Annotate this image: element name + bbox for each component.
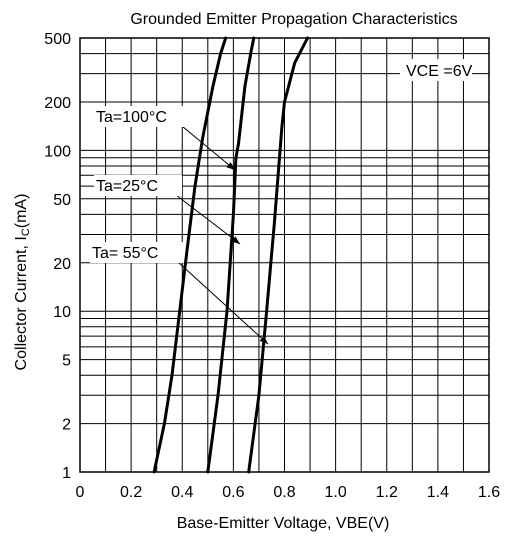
x-tick-label: 0.8 (273, 484, 295, 501)
leader-line (177, 261, 269, 345)
y-tick-label: 20 (53, 256, 71, 273)
x-axis-label: Base-Emitter Voltage, VBE(V) (177, 515, 390, 532)
vce-annotation-text: VCE =6V (406, 63, 473, 80)
series-labels: Ta=100°C Ta=25°C Ta= 55°C (90, 106, 188, 263)
x-tick-label: 0.2 (120, 484, 142, 501)
series-label-bg (90, 242, 184, 263)
x-tick-label: 1.2 (376, 484, 398, 501)
series-line-1 (206, 36, 256, 474)
y-tick-label: 1 (62, 465, 71, 482)
leader-arrowhead (231, 236, 240, 244)
y-tick-label: 5 (62, 353, 71, 370)
y-tick-label: 2 (62, 417, 71, 434)
y-tick-label: 50 (53, 192, 71, 209)
series-line-2 (247, 36, 309, 474)
x-tick-labels: 0 0.2 0.4 0.6 0.8 1.0 1.2 1.4 1.6 (76, 484, 501, 501)
series-label-bg (94, 175, 182, 196)
data-curves (152, 36, 309, 474)
x-tick-label: 0.6 (222, 484, 244, 501)
x-tick-label: 1.6 (478, 484, 500, 501)
y-axis-label-subscript: C (20, 228, 32, 236)
series-label-bg (94, 106, 188, 127)
series-label-1: Ta=25°C (96, 178, 158, 195)
annotation-leaders (175, 125, 269, 345)
y-tick-label: 200 (44, 95, 71, 112)
y-tick-label: 500 (44, 31, 71, 48)
leader-arrowhead (226, 162, 235, 170)
leader-line (181, 125, 236, 171)
series-label-0: Ta=100°C (96, 109, 167, 126)
series-line-0 (152, 36, 228, 474)
x-tick-label: 1.4 (427, 484, 449, 501)
plot-frame (79, 37, 490, 473)
y-tick-labels: 1 2 5 10 20 50 100 200 500 (44, 31, 71, 482)
y-tick-label: 100 (44, 143, 71, 160)
y-tick-label: 10 (53, 304, 71, 321)
chart-title: Grounded Emitter Propagation Characteris… (130, 11, 457, 28)
y-axis-label: Collector Current, IC(mA) (13, 194, 32, 371)
x-tick-label: 1.0 (325, 484, 347, 501)
leader-arrowhead (259, 335, 268, 344)
series-label-2: Ta= 55°C (92, 245, 158, 262)
vce-annotation: VCE =6V (400, 59, 473, 81)
y-axis-label-main: Collector Current, I (13, 236, 30, 370)
x-tick-label: 0.4 (171, 484, 193, 501)
x-tick-label: 0 (76, 484, 85, 501)
y-axis-label-unit: (mA) (13, 194, 30, 229)
leader-line (175, 194, 241, 245)
